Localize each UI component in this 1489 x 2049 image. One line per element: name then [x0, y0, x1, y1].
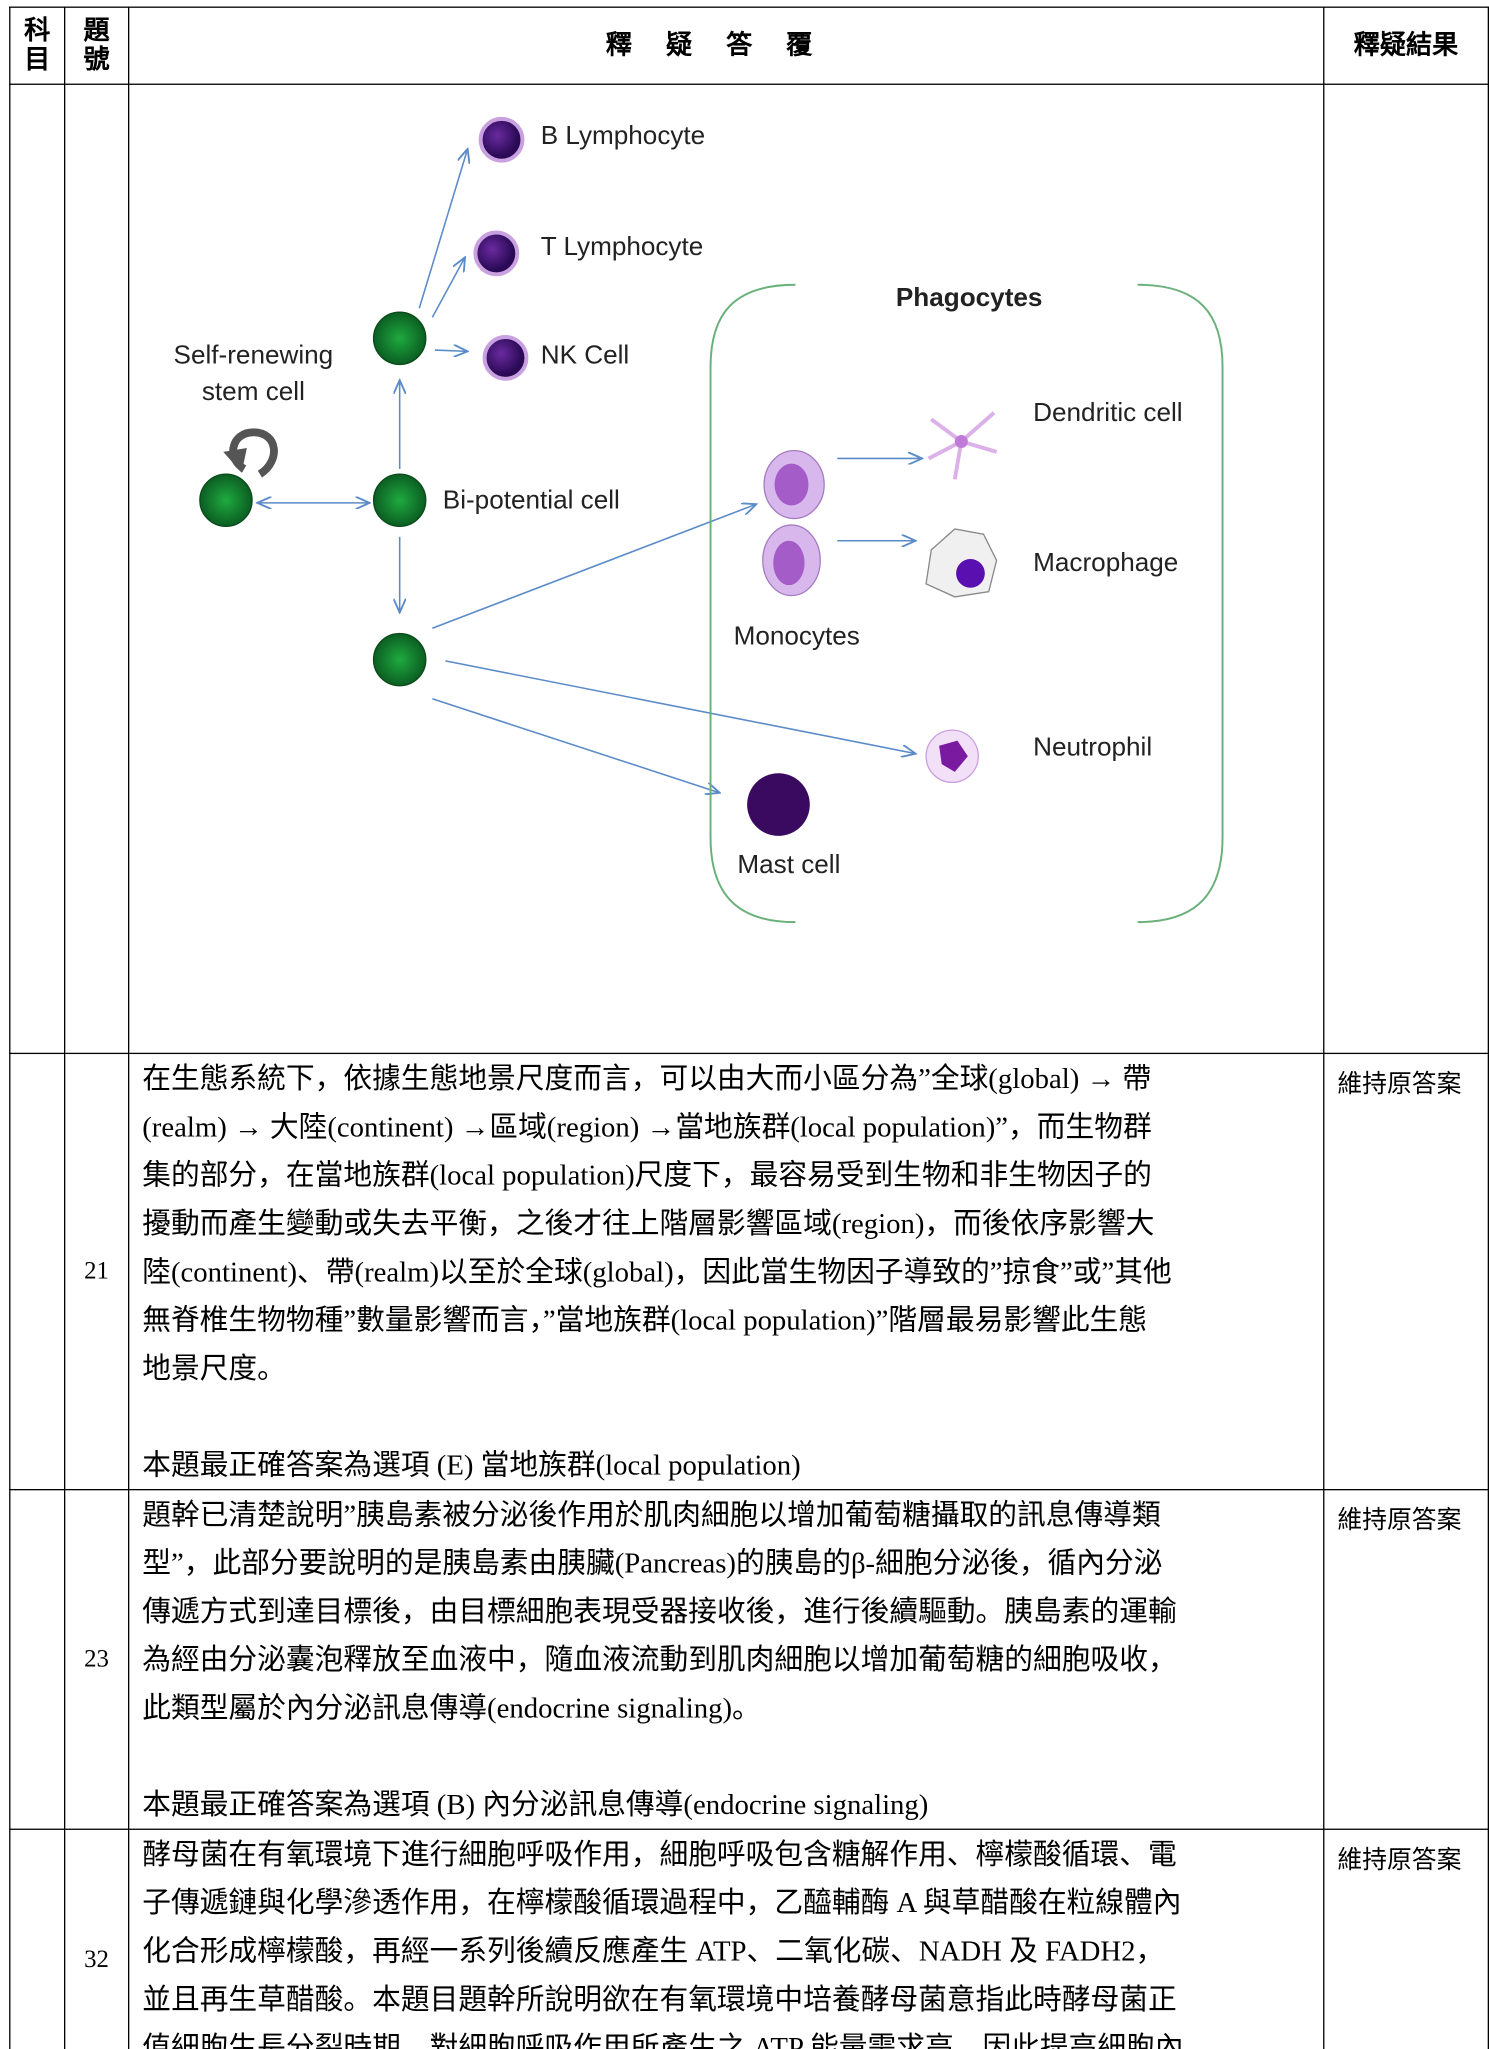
conclusion: 本題最正確答案為選項 (B) 內分泌訊息傳導(endocrine signali… [142, 1788, 929, 1821]
phagocyte-bracket [709, 283, 1224, 924]
answer-text: 題幹已清楚說明”胰島素被分泌後作用於肌肉細胞以增加葡萄糖攝取的訊息傳導類 型”，此… [127, 1488, 1325, 1830]
text-line: 題幹已清楚說明”胰島素被分泌後作用於肌肉細胞以增加葡萄糖攝取的訊息傳導類 [142, 1498, 1161, 1531]
cell [1322, 83, 1489, 1055]
answer-row: 21 在生態系統下，依據生態地景尺度而言，可以由大而小區分為”全球(global)… [9, 1052, 1489, 1491]
label: Mast cell [737, 849, 840, 879]
label: Self-renewing [173, 339, 333, 369]
question-number: 23 [63, 1488, 130, 1830]
cell-diagram: B Lymphocyte T Lymphocyte NK Cell Self-r… [173, 116, 1224, 924]
text-line: 地景尺度。 [142, 1351, 286, 1385]
label: NK Cell [541, 339, 630, 369]
text-line: 在生態系統下，依據生態地景尺度而言，可以由大而小區分為”全球(global) →… [142, 1061, 1152, 1095]
label: Monocytes [733, 620, 859, 650]
cell [9, 1052, 66, 1491]
figure-cell: B Lymphocyte T Lymphocyte NK Cell Self-r… [127, 83, 1325, 1055]
blank-line [142, 1392, 1322, 1440]
label: Bi-potential cell [443, 484, 620, 514]
label: B Lymphocyte [541, 120, 705, 150]
cell [9, 83, 66, 1055]
question-number: 32 [63, 1828, 130, 2049]
text-line: 此類型屬於內分泌訊息傳導(endocrine signaling)。 [142, 1691, 761, 1725]
text-line: 化合形成檸檬酸，再經一系列後續反應產生 ATP、二氧化碳、NADH 及 FADH… [142, 1934, 1165, 1968]
result: 維持原答案 [1322, 1052, 1489, 1491]
blank-line [142, 1732, 1322, 1780]
text-line: 無脊椎生物物種”數量影響而言，”當地族群(local population)”階… [142, 1303, 1148, 1337]
text-line: 傳遞方式到達目標後，由目標細胞表現受器接收後，進行後續驅動。胰島素的運輸 [142, 1594, 1177, 1628]
header-cell: 釋疑答覆 [127, 6, 1325, 85]
answer-row: 23 題幹已清楚說明”胰島素被分泌後作用於肌肉細胞以增加葡萄糖攝取的訊息傳導類 型”… [9, 1488, 1489, 1830]
answer-text: 在生態系統下，依據生態地景尺度而言，可以由大而小區分為”全球(global) →… [127, 1052, 1325, 1491]
cells [199, 116, 998, 836]
label: Dendritic cell [1033, 397, 1182, 427]
text-line: 陸(continent)、帶(realm)以至於全球(global)，因此當生物… [142, 1255, 1172, 1288]
cell [63, 83, 130, 1055]
conclusion: 本題最正確答案為選項 (E) 當地族群(local population) [142, 1448, 801, 1482]
self-renew-arrowhead [223, 448, 247, 473]
header-cell: 科目 [9, 6, 66, 85]
label: Macrophage [1033, 547, 1178, 577]
answer-table: 科目 題號 釋疑答覆 釋疑結果 [9, 6, 1489, 2049]
label: stem cell [202, 376, 305, 406]
answer-text: 酵母菌在有氧環境下進行細胞呼吸作用，細胞呼吸包含糖解作用、檸檬酸循環、電 子傳遞鏈… [127, 1828, 1325, 2049]
text-line: 酵母菌在有氧環境下進行細胞呼吸作用，細胞呼吸包含糖解作用、檸檬酸循環、電 [142, 1837, 1177, 1871]
label: T Lymphocyte [541, 231, 704, 261]
text-line: 子傳遞鏈與化學滲透作用，在檸檬酸循環過程中，乙醯輔酶 A 與草醋酸在粒線體內 [142, 1886, 1182, 1919]
result: 維持原答案 [1322, 1488, 1489, 1830]
text-line: (realm) → 大陸(continent) →區域(region) →當地族… [142, 1110, 1152, 1143]
arrows [257, 149, 922, 793]
text-line: 集的部分，在當地族群(local population)尺度下，最容易受到生物和… [142, 1158, 1152, 1192]
cell [9, 1488, 66, 1830]
label: Neutrophil [1033, 731, 1152, 761]
text-line: 型”，此部分要說明的是胰島素由胰臟(Pancreas)的胰島的β-細胞分泌後，循… [142, 1546, 1163, 1580]
cell [9, 1828, 66, 2049]
text-line: 擾動而產生變動或失去平衡，之後才往上階層影響區域(region)，而後依序影響大 [142, 1206, 1155, 1240]
label: Phagocytes [896, 282, 1043, 312]
text-line: 值細胞生長分裂時期，對細胞呼吸作用所產生之 ATP 能量需求高，因此提高細胞內 [142, 2031, 1184, 2049]
header-row: 科目 題號 釋疑答覆 釋疑結果 [9, 6, 1489, 85]
text-line: 並且再生草醋酸。本題目題幹所說明欲在有氧環境中培養酵母菌意指此時酵母菌正 [142, 1982, 1177, 2016]
figure-row: B Lymphocyte T Lymphocyte NK Cell Self-r… [9, 83, 1489, 1055]
answer-row: 32 酵母菌在有氧環境下進行細胞呼吸作用，細胞呼吸包含糖解作用、檸檬酸循環、電 子傳… [9, 1828, 1489, 2049]
header-cell: 題號 [63, 6, 130, 85]
question-number: 21 [63, 1052, 130, 1491]
header-cell: 釋疑結果 [1322, 6, 1489, 85]
text-line: 為經由分泌囊泡釋放至血液中，隨血液流動到肌肉細胞以增加葡萄糖的細胞吸收， [142, 1643, 1177, 1676]
result: 維持原答案 [1322, 1828, 1489, 2049]
